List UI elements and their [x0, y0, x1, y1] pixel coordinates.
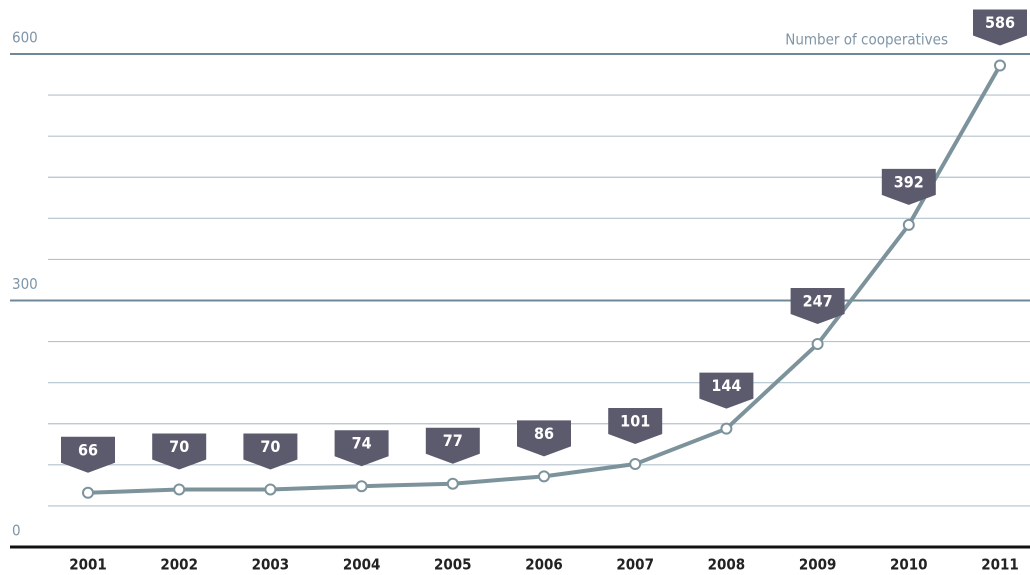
x-tick-label: 2008 — [708, 556, 746, 574]
value-flag — [881, 168, 936, 205]
value-flag — [790, 288, 845, 325]
x-tick-label: 2011 — [981, 556, 1019, 574]
value-label: 247 — [803, 292, 833, 311]
value-label: 586 — [985, 13, 1015, 32]
value-flag — [699, 372, 754, 409]
data-point — [902, 218, 915, 231]
value-label: 70 — [260, 437, 280, 456]
value-flag — [425, 427, 480, 464]
data-point — [629, 458, 642, 471]
x-tick-label: 2010 — [890, 556, 928, 574]
x-tick-label: 2006 — [525, 556, 563, 574]
value-label: 86 — [534, 424, 554, 443]
value-label: 77 — [443, 431, 463, 450]
x-tick-label: 2007 — [616, 556, 654, 574]
x-tick-label: 2004 — [343, 556, 381, 574]
legend-label: Number of cooperatives — [785, 31, 948, 49]
value-label: 144 — [711, 376, 741, 395]
data-point — [538, 470, 550, 483]
value-label: 70 — [169, 437, 189, 456]
value-flag — [243, 433, 298, 470]
value-flag — [517, 420, 571, 457]
data-point — [720, 422, 733, 435]
value-flag — [61, 436, 115, 473]
value-flag — [608, 408, 663, 445]
y-tick-label: 600 — [12, 29, 38, 47]
x-tick-label: 2009 — [799, 556, 837, 574]
value-label: 101 — [620, 412, 650, 431]
data-point — [264, 483, 277, 496]
y-tick-label: 300 — [12, 275, 38, 293]
value-label: 74 — [352, 434, 372, 453]
value-label: 392 — [894, 172, 924, 191]
x-tick-label: 2005 — [434, 556, 472, 574]
value-flag — [973, 9, 1027, 46]
y-tick-label: 0 — [12, 522, 21, 540]
value-flag — [152, 433, 207, 470]
data-point — [446, 477, 459, 490]
value-flag — [334, 430, 389, 467]
x-tick-label: 2002 — [160, 556, 198, 574]
data-point — [811, 338, 824, 351]
data-point — [355, 480, 368, 493]
data-point — [173, 483, 186, 496]
data-point — [994, 59, 1006, 72]
x-tick-label: 2001 — [69, 556, 107, 574]
x-tick-label: 2003 — [252, 556, 290, 574]
data-point — [82, 486, 94, 499]
value-label: 66 — [78, 440, 98, 459]
